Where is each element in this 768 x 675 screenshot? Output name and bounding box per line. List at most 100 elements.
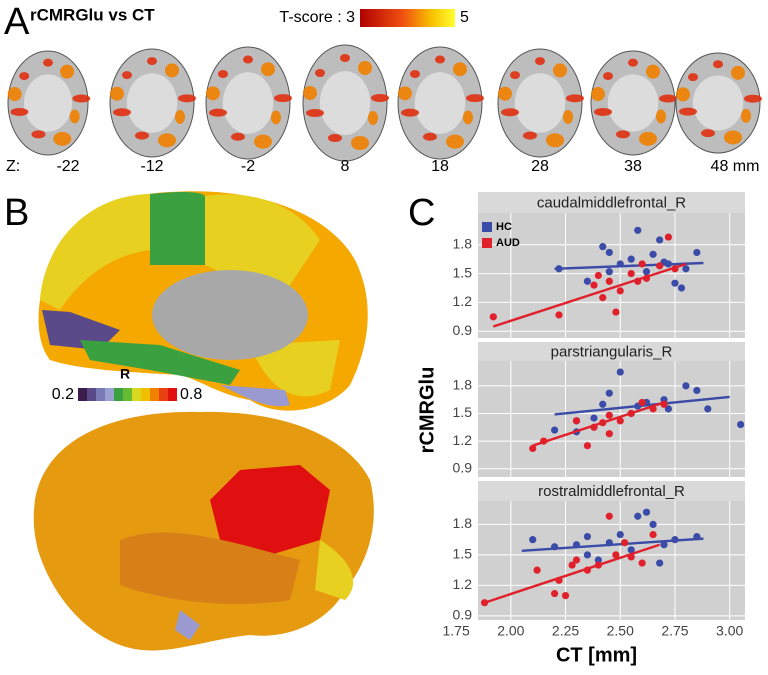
- activation: [31, 130, 46, 139]
- x-axis-label: CT [mm]: [556, 644, 637, 666]
- point: [671, 279, 679, 287]
- y-tick-label: 1.5: [453, 404, 473, 420]
- activation: [744, 94, 762, 103]
- fit-line: [492, 262, 687, 328]
- y-tick-label: 1.8: [453, 515, 473, 531]
- colorbar-step: [96, 388, 105, 401]
- colorbar-min: T-score : 3: [279, 9, 355, 26]
- point: [664, 405, 673, 413]
- x-tick-label: 3.00: [716, 623, 743, 639]
- activation: [303, 86, 317, 100]
- activation: [423, 132, 437, 141]
- slice-core: [24, 74, 72, 132]
- y-tick-label: 1.8: [453, 235, 473, 251]
- activation: [358, 61, 372, 75]
- x-tick-label: 2.75: [661, 623, 688, 639]
- y-tick-label: 0.9: [453, 322, 473, 338]
- panel-title: parstriangularis_R: [551, 343, 673, 360]
- point: [568, 561, 576, 569]
- point: [599, 294, 607, 302]
- activation: [741, 108, 751, 123]
- slice-core: [514, 73, 566, 133]
- activation: [713, 60, 723, 69]
- z-label: -2: [241, 158, 255, 175]
- activation: [218, 70, 228, 79]
- activation: [53, 131, 72, 146]
- activation: [19, 72, 30, 81]
- point: [616, 530, 624, 539]
- point: [605, 430, 613, 438]
- point: [656, 262, 664, 270]
- fit-line: [554, 261, 704, 270]
- point: [550, 426, 559, 434]
- activation: [563, 109, 573, 124]
- activation: [646, 64, 660, 79]
- point: [605, 512, 613, 520]
- activation: [501, 108, 519, 117]
- point: [605, 411, 613, 419]
- point: [656, 559, 664, 567]
- point: [616, 368, 624, 376]
- point: [489, 313, 497, 321]
- slice-core: [692, 75, 744, 131]
- activation: [453, 62, 467, 77]
- activation: [122, 71, 132, 80]
- activation: [628, 58, 638, 67]
- brain-medial: [38, 191, 368, 411]
- point: [529, 536, 537, 544]
- point: [594, 271, 602, 280]
- activation: [603, 72, 613, 81]
- x-tick-label: 1.75: [442, 623, 469, 639]
- activation: [546, 133, 564, 148]
- point: [656, 236, 664, 244]
- fit-line: [521, 537, 704, 553]
- colorbar: [78, 388, 177, 401]
- activation: [656, 109, 666, 124]
- point: [649, 250, 657, 258]
- y-tick-label: 1.8: [453, 377, 473, 393]
- point: [649, 520, 657, 528]
- point: [583, 442, 592, 450]
- point: [612, 551, 620, 559]
- activation: [351, 136, 369, 150]
- z-label: 38: [624, 158, 642, 175]
- point: [555, 311, 563, 319]
- z-label: 18: [431, 158, 449, 175]
- strip: [478, 192, 745, 213]
- point: [634, 512, 642, 520]
- legend-swatch: [482, 238, 492, 248]
- point: [616, 287, 624, 295]
- activation: [616, 130, 630, 139]
- point: [693, 248, 701, 257]
- colorbar-step: [150, 388, 159, 401]
- panel-label: B: [4, 192, 29, 234]
- point: [638, 559, 646, 567]
- y-axis-label: rCMRGlu: [416, 367, 438, 454]
- activation: [274, 94, 292, 103]
- colorbar-step: [87, 388, 96, 401]
- colorbar-step: [141, 388, 150, 401]
- point: [660, 541, 668, 549]
- point: [664, 233, 673, 241]
- point: [627, 255, 635, 263]
- colorbar-step: [132, 388, 141, 401]
- colorbar-max: 5: [460, 9, 469, 26]
- panel-title: rostralmiddlefrontal_R: [538, 483, 685, 500]
- y-tick-label: 1.5: [453, 546, 473, 562]
- point: [599, 400, 607, 408]
- point: [572, 417, 581, 425]
- panel-title: rCMRGlu vs CT: [30, 5, 155, 24]
- point: [572, 556, 581, 564]
- z-label: 48 mm: [711, 158, 760, 175]
- activation: [328, 134, 342, 142]
- colorbar-title: R: [120, 366, 130, 382]
- activation: [206, 86, 220, 101]
- x-tick-label: 2.00: [497, 623, 524, 639]
- activation: [243, 55, 253, 64]
- scatter-panels: caudalmiddlefrontal_R 0.9 1.2 1.5 1.8 HC AUD pa…: [442, 192, 745, 666]
- activation: [69, 109, 80, 124]
- activation: [401, 108, 419, 117]
- activation: [724, 130, 742, 145]
